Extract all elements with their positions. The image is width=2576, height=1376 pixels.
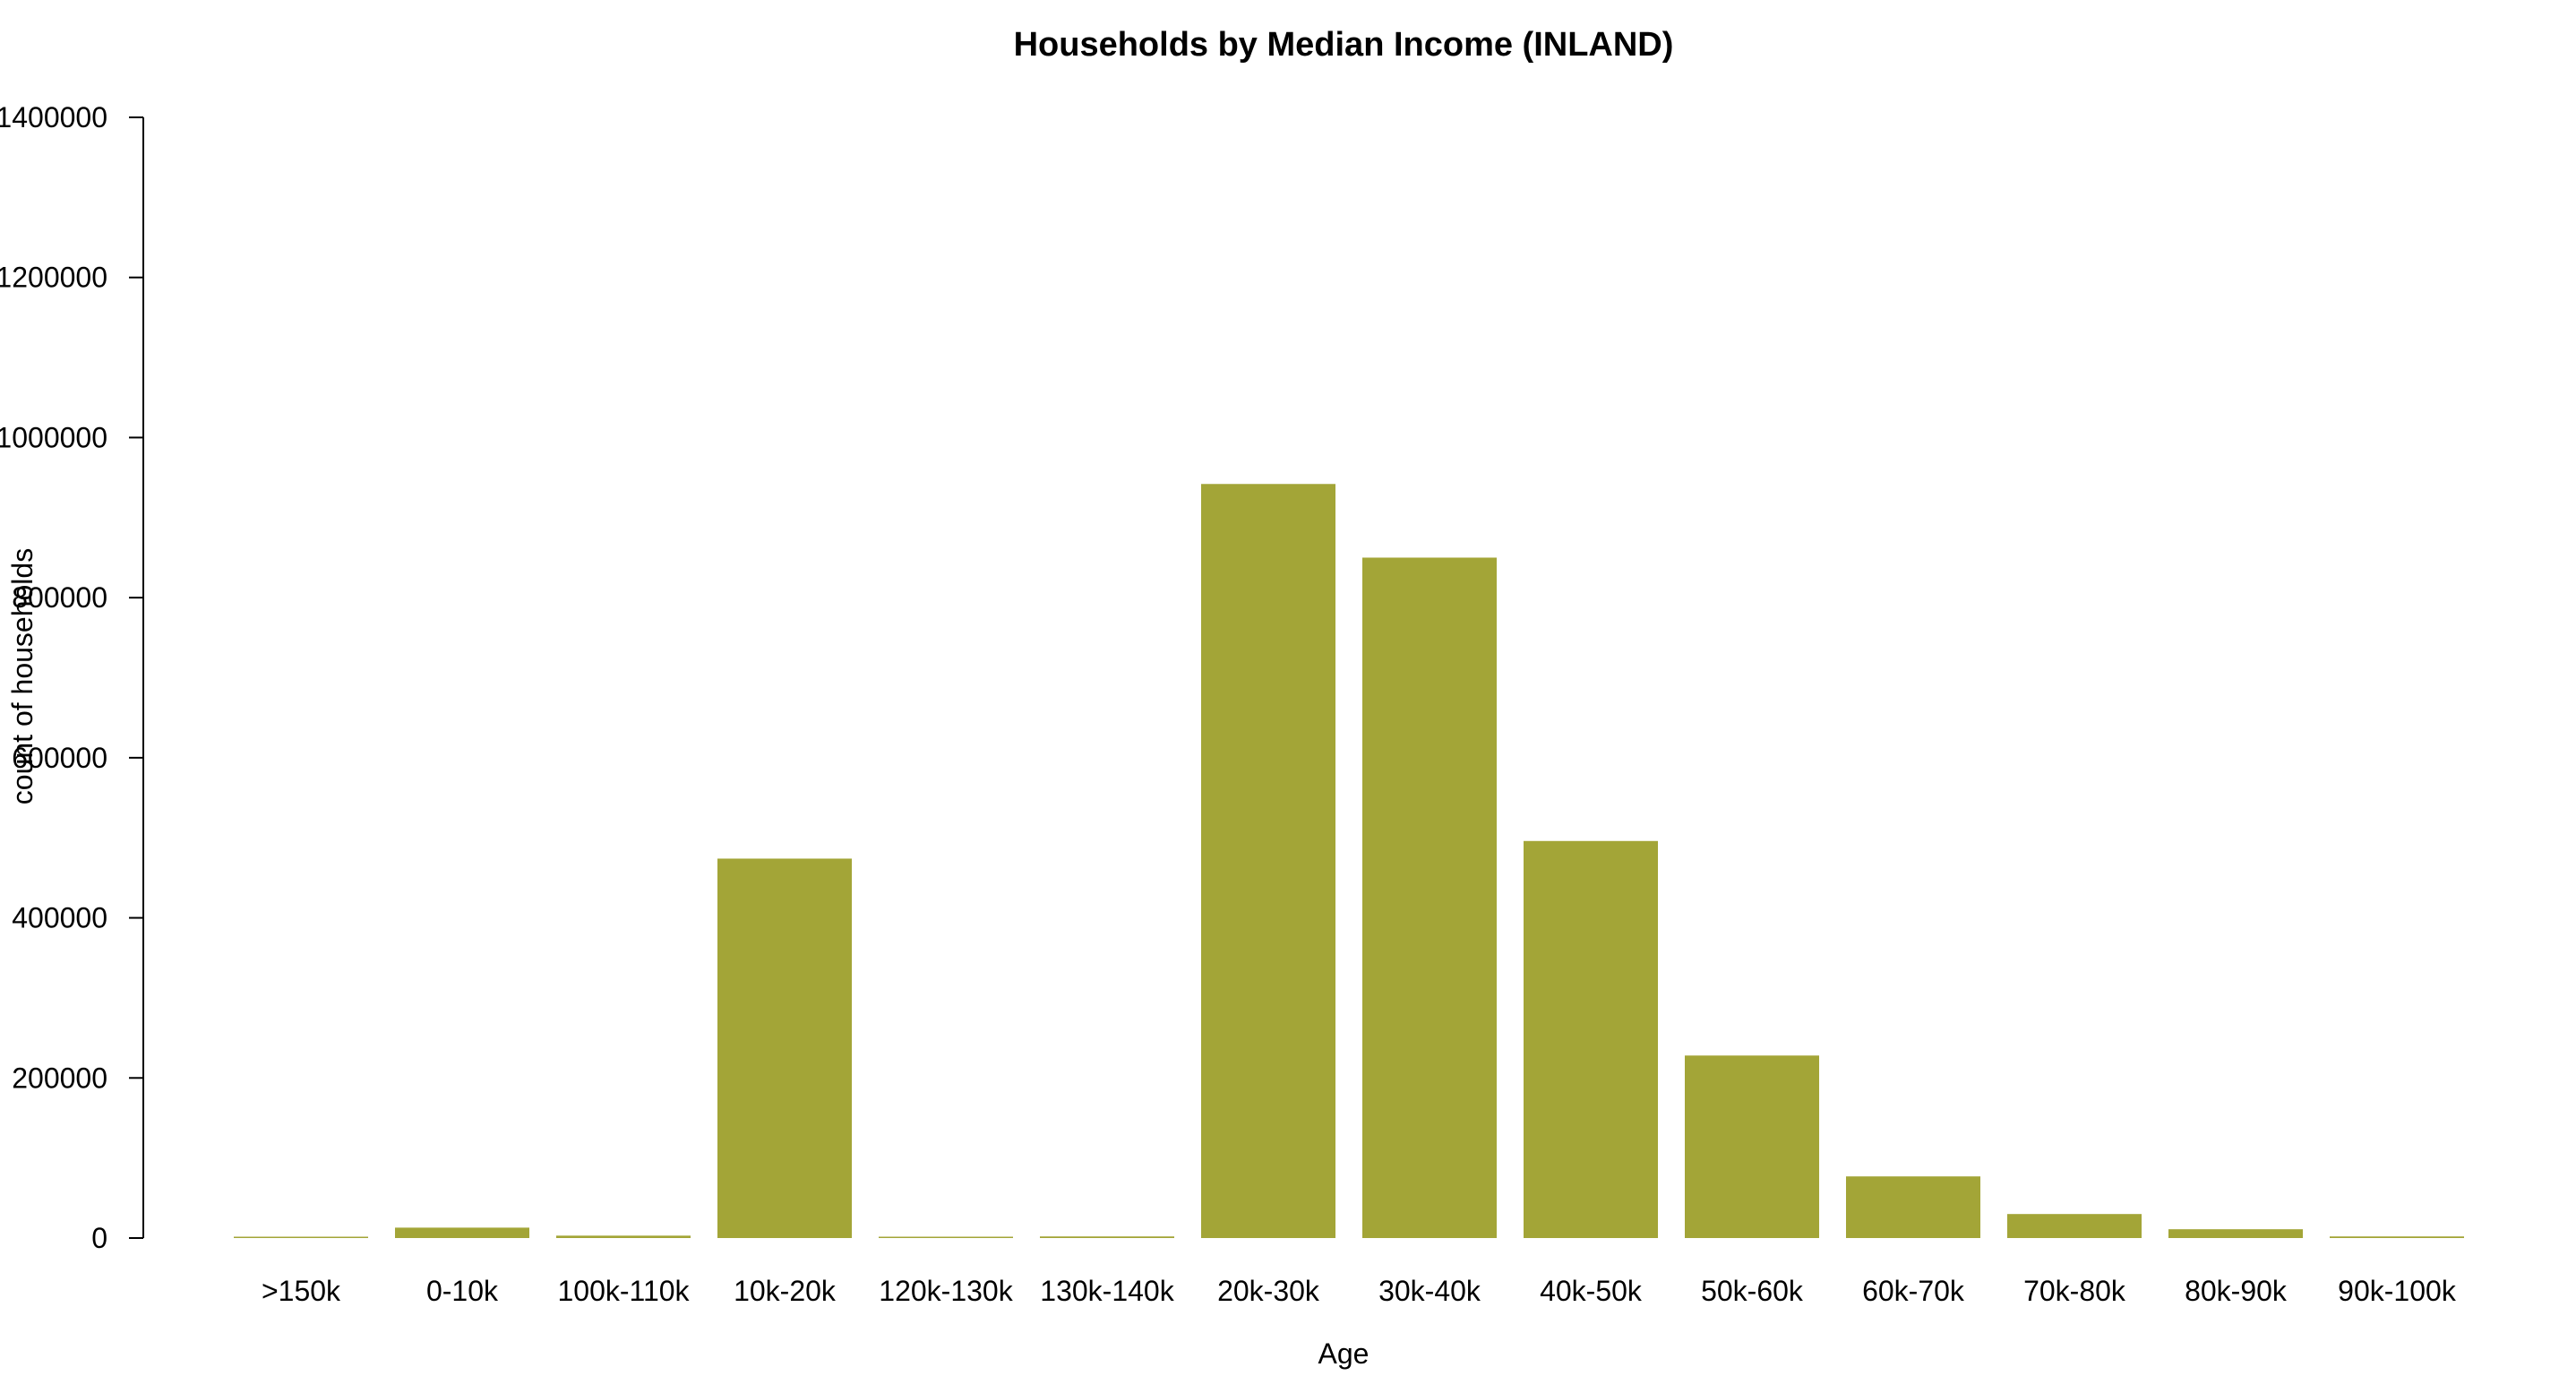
bar (556, 1235, 691, 1238)
y-tick-label: 1000000 (0, 421, 107, 453)
x-tick-label: >150k (262, 1275, 341, 1307)
y-tick-label: 1200000 (0, 262, 107, 294)
x-tick-label: 100k-110k (557, 1275, 690, 1307)
bar (1040, 1236, 1174, 1238)
x-tick-label: 70k-80k (2023, 1275, 2126, 1307)
bar (2007, 1214, 2142, 1238)
y-tick-label: 800000 (12, 581, 107, 614)
bar (1201, 484, 1335, 1238)
y-tick-label: 400000 (12, 902, 107, 934)
x-tick-label: 80k-90k (2185, 1275, 2288, 1307)
x-tick-label: 10k-20k (734, 1275, 837, 1307)
y-tick-label: 200000 (12, 1062, 107, 1094)
x-axis-title: Age (1318, 1337, 1370, 1370)
x-tick-label: 120k-130k (879, 1275, 1013, 1307)
x-tick-label: 50k-60k (1701, 1275, 1804, 1307)
bar (1685, 1055, 1819, 1238)
bar (2168, 1229, 2303, 1238)
bar (234, 1236, 368, 1238)
x-axis-labels: >150k 0-10k 100k-110k 10k-20k 120k-130k 130k-… (262, 1275, 2457, 1307)
bar (395, 1227, 529, 1238)
y-tick-label: 600000 (12, 742, 107, 774)
x-tick-label: 90k-100k (2338, 1275, 2457, 1307)
y-axis-title: count of households (6, 548, 39, 804)
x-tick-label: 130k-140k (1040, 1275, 1174, 1307)
chart-title: Households by Median Income (INLAND) (1014, 26, 1674, 64)
x-tick-label: 0-10k (426, 1275, 499, 1307)
x-tick-label: 60k-70k (1862, 1275, 1965, 1307)
bar (717, 858, 852, 1238)
bar (1846, 1176, 1980, 1238)
bar (2330, 1236, 2464, 1238)
y-axis: 0 200000 400000 600000 800000 1000000 1200000 1… (0, 101, 144, 1254)
x-tick-label: 20k-30k (1217, 1275, 1320, 1307)
bar (1362, 557, 1497, 1238)
bar (1524, 840, 1658, 1238)
x-tick-label: 30k-40k (1378, 1275, 1481, 1307)
x-tick-label: 40k-50k (1540, 1275, 1643, 1307)
y-tick-label: 0 (91, 1222, 107, 1254)
y-tick-label: 1400000 (0, 101, 107, 133)
bars (234, 484, 2464, 1238)
bar (879, 1236, 1013, 1238)
